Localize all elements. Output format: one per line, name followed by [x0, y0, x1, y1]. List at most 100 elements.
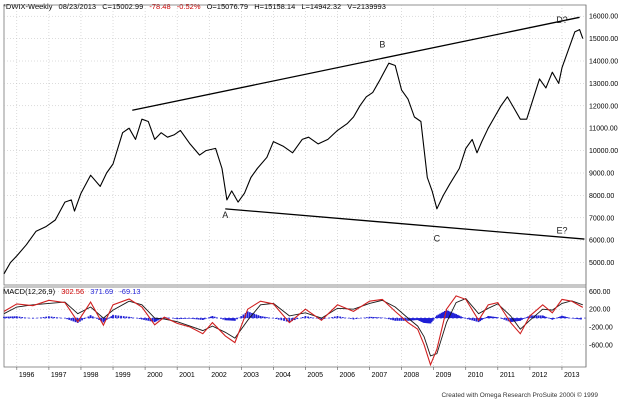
macd-histogram-bar [505, 318, 508, 321]
macd-histogram-bar [450, 312, 453, 319]
x-tick-label: 2011 [500, 372, 515, 379]
macd-histogram-bar [418, 318, 421, 321]
macd-histogram-bar [416, 318, 419, 320]
macd-histogram-bar [232, 318, 235, 321]
macd-histogram-bar [39, 317, 42, 319]
macd-histogram-bar [479, 318, 482, 322]
macd-histogram-bar [531, 315, 533, 319]
wave-label: A [222, 210, 228, 220]
macd-histogram-bar [574, 318, 577, 319]
x-tick-label: 2006 [339, 372, 355, 379]
macd-histogram-bar [456, 314, 459, 319]
macd-histogram-bar [525, 317, 528, 319]
macd-histogram-bar [195, 318, 198, 320]
macd-histogram-bar [266, 317, 268, 319]
macd-histogram-bar [517, 318, 520, 321]
macd-histogram-bar [387, 318, 390, 320]
macd-histogram-bar [255, 314, 258, 319]
wave-label: D? [556, 15, 568, 25]
macd-histogram-bar [7, 316, 10, 319]
macd-histogram-bar [9, 316, 12, 319]
macd-histogram-bar [464, 318, 467, 319]
macd-histogram-bar [227, 318, 230, 321]
macd-histogram-bar [72, 318, 75, 322]
macd-histogram-bar [108, 317, 111, 319]
macd-histogram-bar [439, 313, 441, 319]
macd-histogram-bar [125, 316, 128, 319]
macd-histogram-bar [248, 312, 251, 319]
macd-histogram-bar [222, 318, 225, 320]
macd-histogram-bar [381, 317, 384, 319]
macd-histogram-bar [404, 318, 407, 321]
macd-histogram-bar [398, 318, 401, 321]
macd-histogram-bar [301, 317, 304, 319]
x-tick-label: 2008 [404, 372, 420, 379]
macd-histogram-bar [482, 318, 485, 320]
macd-histogram-bar [466, 318, 469, 320]
macd-histogram-bar [434, 316, 437, 319]
macd-histogram-bar [440, 312, 443, 319]
macd-histogram-bar [21, 317, 24, 319]
macd-histogram-bar [349, 318, 352, 319]
macd-value-3: -69.13 [119, 287, 140, 296]
macd-histogram-bar [100, 318, 103, 322]
wave-label: E? [556, 225, 567, 235]
price-tick-label: 7000.00 [589, 215, 614, 222]
macd-histogram-bar [448, 311, 451, 319]
macd-histogram-bar [453, 313, 456, 319]
macd-histogram-bar [229, 318, 231, 321]
macd-histogram-bar [480, 318, 483, 321]
macd-histogram-bar [283, 318, 285, 321]
macd-histogram-bar [42, 317, 45, 319]
macd-histogram-bar [3, 316, 5, 319]
macd-histogram-bar [91, 316, 94, 319]
svg-text:*DWIX-Weekly 08/23/2013: *DWIX-Weekly 08/23/2013 C=15002.99 -78.4… [3, 2, 386, 11]
x-tick-label: 2003 [243, 372, 259, 379]
header-date: 08/23/2013 [59, 2, 97, 11]
price-tick-label: 6000.00 [589, 238, 614, 245]
macd-histogram-bar [539, 315, 542, 319]
price-tick-label: 9000.00 [589, 171, 614, 178]
macd-histogram-bar [562, 316, 565, 319]
macd-histogram-bar [488, 316, 491, 319]
macd-histogram-bar [473, 318, 476, 321]
macd-tick-label: 600.00 [589, 289, 611, 296]
x-tick-label: 2000 [147, 372, 163, 379]
macd-histogram-bar [176, 318, 179, 320]
macd-histogram-bar [174, 318, 176, 319]
macd-histogram-bar [280, 318, 283, 321]
macd-histogram-bar [257, 315, 260, 319]
macd-histogram-bar [475, 318, 478, 322]
macd-histogram-bar [392, 318, 394, 321]
macd-histogram-bar [114, 315, 117, 319]
macd-histogram-bar [184, 318, 187, 319]
macd-value-1: 302.56 [61, 287, 84, 296]
x-tick-label: 2010 [468, 372, 484, 379]
header-symbol: *DWIX-Weekly [3, 2, 53, 11]
macd-histogram-bar [261, 316, 264, 319]
x-tick-label: 2009 [436, 372, 452, 379]
macd-histogram-bar [431, 318, 434, 321]
x-tick-label: 1997 [51, 372, 67, 379]
macd-histogram-bar [76, 318, 79, 323]
macd-histogram-bar [246, 311, 249, 319]
macd-histogram-bar [546, 317, 549, 319]
header-change-pct: -0.52% [177, 2, 201, 11]
header-low: L=14942.32 [301, 2, 341, 11]
x-tick-label: 1998 [83, 372, 99, 379]
macd-histogram-bar [410, 318, 413, 321]
macd-histogram-bar [199, 318, 202, 320]
macd-histogram-bar [74, 318, 77, 323]
price-tick-label: 11000.00 [589, 126, 618, 133]
macd-histogram-bar [70, 318, 73, 321]
macd-histogram-bar [423, 318, 425, 323]
macd-histogram-bar [98, 318, 101, 320]
wave-label: B [379, 40, 385, 50]
macd-histogram-bar [117, 315, 120, 319]
macd-histogram-bar [277, 318, 280, 320]
macd-histogram-bar [492, 316, 494, 319]
macd-histogram-bar [501, 318, 503, 319]
macd-histogram-bar [333, 316, 336, 319]
macd-histogram-bar [78, 318, 81, 322]
